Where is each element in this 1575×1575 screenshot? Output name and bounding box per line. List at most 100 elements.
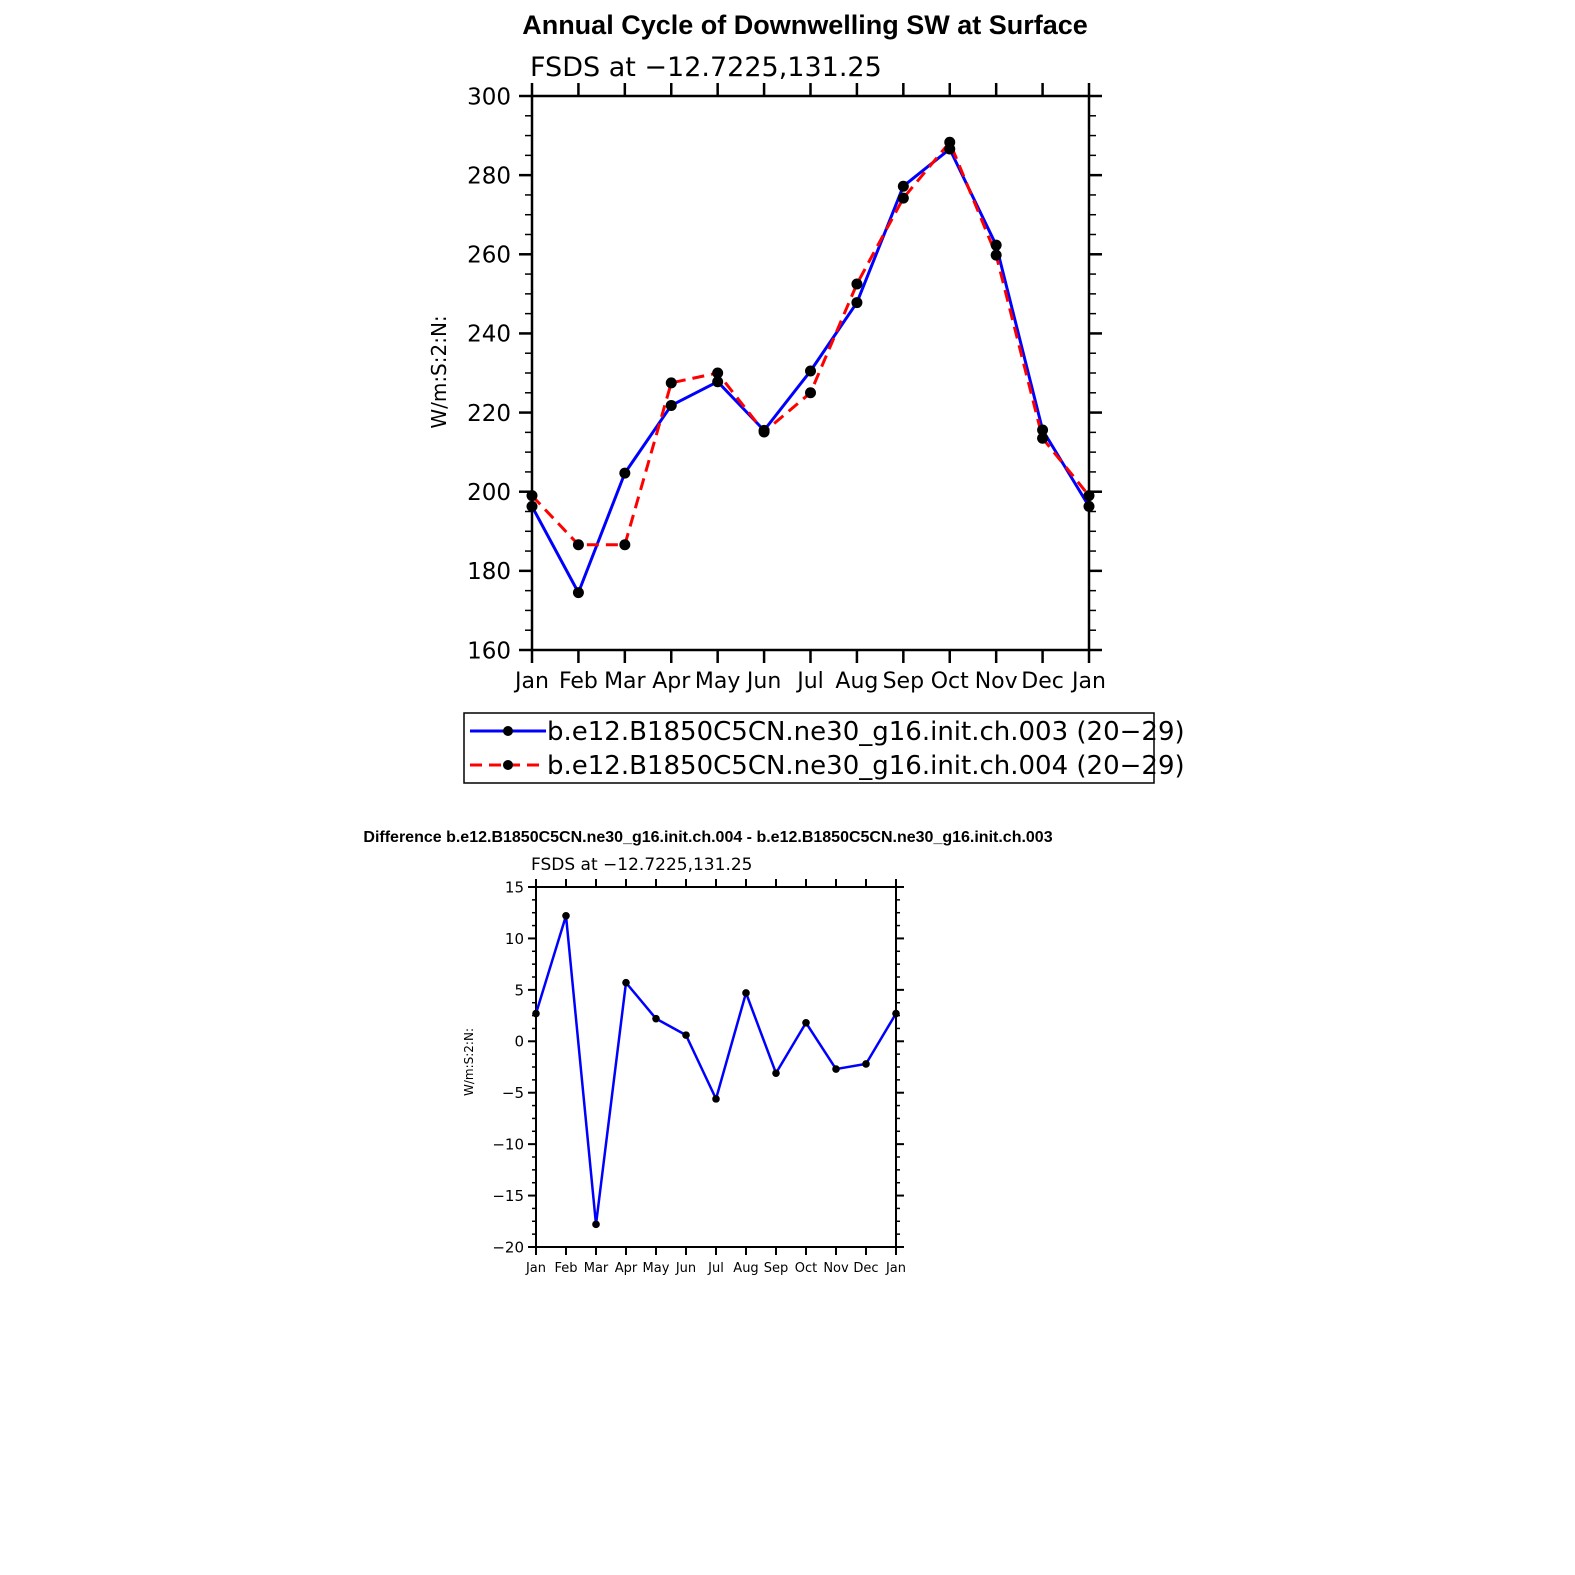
chart2-axes xyxy=(528,879,904,1255)
x-tick-label: Dec xyxy=(1021,669,1064,694)
series-2-point xyxy=(897,192,909,204)
series-2-point xyxy=(665,377,677,389)
y-tick-label: −15 xyxy=(492,1187,524,1205)
series-1-point xyxy=(592,1220,600,1229)
x-tick-label: Apr xyxy=(652,669,691,694)
series-2-point xyxy=(572,539,584,551)
x-tick-label: Jul xyxy=(795,669,824,694)
chart2-ylabel: W/m:S:2:N: xyxy=(462,1028,476,1096)
series-line-2 xyxy=(530,140,1091,547)
series-1-point xyxy=(742,989,750,997)
series-2-point xyxy=(712,367,724,379)
y-tick-label: 220 xyxy=(467,401,511,427)
series-1-point xyxy=(622,978,630,987)
x-tick-label: Jul xyxy=(707,1261,724,1276)
series-2-point xyxy=(851,278,863,290)
series-1-point xyxy=(897,180,909,192)
x-tick-label: Feb xyxy=(559,669,598,694)
chart1-title: Annual Cycle of Downwelling SW at Surfac… xyxy=(522,10,1088,40)
legend-box xyxy=(463,712,1155,784)
series-2-point xyxy=(526,490,538,502)
x-tick-label: Mar xyxy=(584,1261,609,1276)
chart2-tick-labels: Jan Feb Mar Apr May Jun Jul Aug Sep Oct Nov Dec Jan−… xyxy=(492,878,906,1276)
series-2-point xyxy=(1083,490,1095,502)
y-tick-label: 15 xyxy=(505,878,524,896)
series-1-point xyxy=(805,365,816,377)
chart2-series xyxy=(532,912,900,1229)
chart1-tick-labels: Jan Feb Mar Apr May Jun Jul Aug Sep Oct Nov Dec Jan1… xyxy=(467,84,1106,694)
series-2-point xyxy=(1037,432,1049,444)
series-2-point xyxy=(619,539,631,551)
series-1-point xyxy=(1083,500,1095,512)
chart1-subtitle: FSDS at −12.7225,131.25 xyxy=(530,52,882,83)
series-1-point xyxy=(526,500,538,512)
chart1-axes xyxy=(519,83,1102,663)
x-tick-label: Mar xyxy=(604,669,646,694)
y-tick-label: −10 xyxy=(492,1136,524,1154)
x-tick-label: Apr xyxy=(615,1261,638,1276)
difference-chart: Difference b.e12.B1850C5CN.ne30_g16.init… xyxy=(363,829,1052,1276)
series-2-point xyxy=(990,249,1002,261)
y-tick-label: −20 xyxy=(492,1238,524,1256)
x-tick-label: Jun xyxy=(745,669,781,694)
series-1-point xyxy=(572,587,584,599)
legend-label-series-1: b.e12.B1850C5CN.ne30_g16.init.ch.003 (20… xyxy=(547,717,1185,747)
x-tick-label: Oct xyxy=(795,1261,817,1276)
x-tick-label: Aug xyxy=(733,1261,758,1276)
series-line-1 xyxy=(534,914,898,1226)
x-tick-label: Jan xyxy=(525,1261,546,1276)
series-2-point xyxy=(758,426,770,438)
series-1-point xyxy=(652,1014,660,1023)
y-tick-label: 0 xyxy=(514,1033,524,1051)
x-tick-label: Aug xyxy=(835,669,878,694)
x-tick-label: Feb xyxy=(554,1261,577,1276)
x-tick-label: Sep xyxy=(764,1261,789,1276)
x-tick-label: Sep xyxy=(883,669,924,694)
series-1-point xyxy=(772,1069,780,1077)
y-tick-label: 160 xyxy=(467,638,511,664)
x-tick-label: Dec xyxy=(853,1261,878,1276)
chart2-subtitle: FSDS at −12.7225,131.25 xyxy=(531,855,752,875)
series-1-point xyxy=(990,239,1002,251)
series-1-point xyxy=(665,399,677,411)
chart1-legend: b.e12.B1850C5CN.ne30_g16.init.ch.003 (20… xyxy=(463,712,1185,784)
series-1-point xyxy=(712,1095,720,1103)
legend-marker-blue xyxy=(503,726,513,736)
series-2-point xyxy=(805,387,816,399)
x-tick-label: Jun xyxy=(675,1261,696,1276)
legend-label-series-2: b.e12.B1850C5CN.ne30_g16.init.ch.004 (20… xyxy=(547,751,1185,781)
series-1-point xyxy=(851,297,863,309)
series-1-point xyxy=(682,1031,690,1039)
x-tick-label: Nov xyxy=(975,669,1018,694)
chart1-series xyxy=(526,136,1095,599)
x-tick-label: Jan xyxy=(513,669,549,694)
x-tick-label: Jan xyxy=(1070,669,1106,694)
x-tick-label: Jan xyxy=(885,1261,906,1276)
y-tick-label: 300 xyxy=(467,84,511,110)
series-1-point xyxy=(619,467,631,479)
series-1-point xyxy=(1037,424,1049,436)
series-1-point xyxy=(712,376,724,388)
x-tick-label: May xyxy=(643,1261,670,1276)
legend-marker-red xyxy=(503,760,513,770)
series-1-point xyxy=(862,1060,870,1068)
series-1-point xyxy=(892,1009,900,1018)
y-tick-label: 5 xyxy=(514,981,524,999)
series-2-point xyxy=(944,136,956,148)
x-tick-label: Oct xyxy=(931,669,969,694)
y-tick-label: 10 xyxy=(505,930,524,948)
series-1-point xyxy=(532,1009,540,1018)
series-1-point xyxy=(562,912,570,920)
y-tick-label: 200 xyxy=(467,480,511,506)
y-tick-label: 280 xyxy=(467,163,511,189)
chart2-title: Difference b.e12.B1850C5CN.ne30_g16.init… xyxy=(363,829,1052,846)
y-tick-label: −5 xyxy=(502,1084,524,1102)
chart1-ylabel: W/m:S:2:N: xyxy=(427,315,451,428)
annual-cycle-chart: Annual Cycle of Downwelling SW at Surfac… xyxy=(427,10,1185,784)
series-1-point xyxy=(832,1065,840,1073)
y-tick-label: 180 xyxy=(467,559,511,585)
y-tick-label: 260 xyxy=(467,243,511,269)
series-1-point xyxy=(802,1018,810,1027)
x-tick-label: May xyxy=(695,669,740,694)
